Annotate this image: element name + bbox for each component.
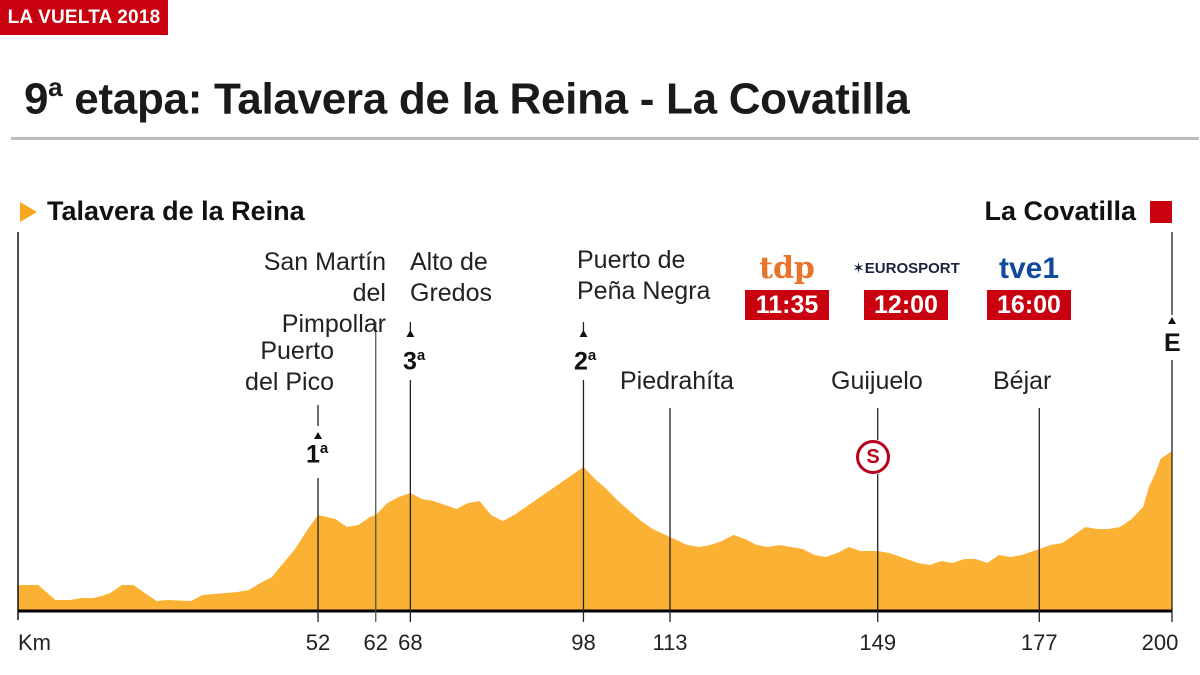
- x-tick-label: 98: [571, 630, 596, 655]
- elevation-profile-area: [18, 451, 1172, 611]
- finish-square-icon: [1150, 200, 1172, 223]
- label-guijuelo: Guijuelo: [831, 367, 923, 395]
- summit-triangle-icon: [314, 432, 323, 439]
- x-tick-label: 62: [363, 630, 388, 655]
- x-tick-label: 68: [398, 630, 423, 655]
- x-tick-label: 149: [859, 630, 897, 655]
- x-tick-label: 177: [1020, 630, 1058, 655]
- tve1-time: 16:00: [987, 290, 1071, 320]
- x-tick-label: 52: [305, 630, 331, 655]
- summit-triangle-icon: [579, 330, 588, 337]
- label-bejar: Béjar: [993, 367, 1052, 395]
- category-1: 1a: [306, 440, 329, 469]
- sprint-icon: S: [856, 440, 890, 474]
- eurosport-logo: ✶EUROSPORT: [852, 260, 960, 277]
- tve1-logo: tve1: [998, 252, 1060, 285]
- eurosport-star-icon: ✶: [852, 260, 865, 277]
- label-pena-negra: Puerto de Peña Negra: [577, 246, 711, 305]
- label-alto-de-gredos: Alto de Gredos: [410, 248, 492, 307]
- title-divider: [11, 137, 1199, 140]
- category-3: 3a: [403, 347, 426, 376]
- page-title: 9a etapa: Talavera de la Reina - La Cova…: [24, 72, 910, 125]
- x-tick-label: 200: [1141, 630, 1179, 655]
- x-axis-label: Km: [18, 630, 51, 655]
- label-san-martin: San Martín del Pimpollar: [263, 248, 386, 338]
- title-number: 9: [24, 74, 49, 124]
- broadcast-tdp: tdp 11:35: [745, 252, 829, 320]
- title-ordinal: a: [48, 72, 63, 102]
- start-label-text: Talavera de la Reina: [47, 196, 305, 226]
- x-tick-label: 113: [652, 630, 688, 655]
- title-text: etapa: Talavera de la Reina - La Covatil…: [62, 74, 910, 124]
- broadcast-eurosport: ✶EUROSPORT 12:00: [852, 252, 966, 320]
- finish-label-text: La Covatilla: [984, 196, 1136, 226]
- summit-triangle-icon: [1168, 317, 1176, 324]
- start-triangle-icon: [20, 201, 37, 222]
- start-label: Talavera de la Reina: [20, 196, 305, 227]
- finish-label: La Covatilla: [984, 196, 1172, 227]
- label-piedrahita: Piedrahíta: [620, 367, 734, 395]
- category-2: 2a: [574, 347, 597, 376]
- broadcast-tve1: tve1 16:00: [987, 252, 1071, 320]
- label-puerto-del-pico: Puerto del Pico: [245, 337, 334, 396]
- tdp-time: 11:35: [745, 290, 829, 320]
- tdp-logo: tdp: [759, 251, 815, 286]
- race-tag: LA VUELTA 2018: [0, 0, 168, 35]
- category-special: E: [1164, 329, 1181, 357]
- summit-triangle-icon: [406, 330, 415, 337]
- eurosport-time: 12:00: [864, 290, 948, 320]
